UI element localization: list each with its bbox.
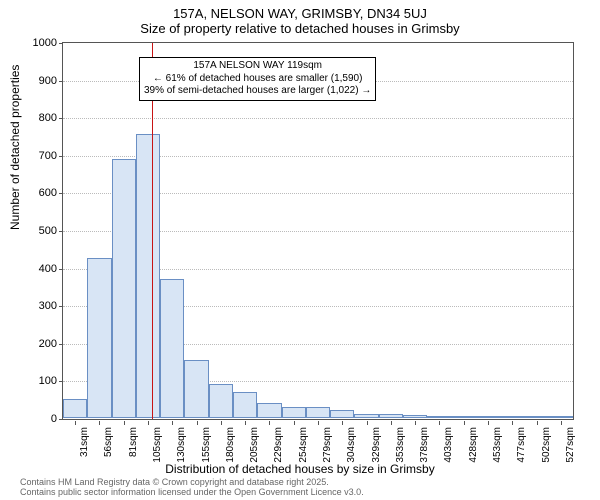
xtick-mark (269, 421, 270, 425)
title-line-1: 157A, NELSON WAY, GRIMSBY, DN34 5UJ (0, 0, 600, 21)
xtick-mark (537, 421, 538, 425)
xtick-label: 403sqm (443, 427, 454, 467)
ytick-mark (59, 381, 63, 382)
xtick-mark (75, 421, 76, 425)
histogram-bar (379, 414, 403, 418)
histogram-bar (184, 360, 208, 418)
xtick-label: 130sqm (176, 427, 187, 467)
xtick-mark (391, 421, 392, 425)
histogram-bar (500, 416, 524, 418)
footer-line-2: Contains public sector information licen… (20, 488, 364, 498)
xtick-label: 105sqm (152, 427, 163, 467)
xtick-label: 180sqm (225, 427, 236, 467)
histogram-bar (63, 399, 87, 418)
ytick-mark (59, 269, 63, 270)
histogram-bar (209, 384, 233, 418)
histogram-bar (282, 407, 306, 418)
ytick-label: 500 (17, 225, 57, 237)
y-axis-label: Number of detached properties (8, 65, 22, 230)
histogram-bar (354, 414, 378, 419)
xtick-mark (172, 421, 173, 425)
histogram-bar (306, 407, 330, 418)
annotation-line-3: 39% of semi-detached houses are larger (… (144, 85, 371, 98)
xtick-label: 229sqm (273, 427, 284, 467)
ytick-mark (59, 118, 63, 119)
grid-line (63, 118, 573, 119)
ytick-label: 0 (17, 413, 57, 425)
ytick-label: 1000 (17, 37, 57, 49)
xtick-mark (245, 421, 246, 425)
histogram-bar (330, 410, 354, 418)
ytick-mark (59, 419, 63, 420)
ytick-mark (59, 81, 63, 82)
histogram-bar (136, 134, 160, 418)
xtick-mark (488, 421, 489, 425)
xtick-label: 254sqm (298, 427, 309, 467)
annotation-line-2: ← 61% of detached houses are smaller (1,… (144, 73, 371, 86)
histogram-bar (233, 392, 257, 418)
ytick-mark (59, 344, 63, 345)
x-axis-label: Distribution of detached houses by size … (0, 462, 600, 476)
xtick-mark (148, 421, 149, 425)
ytick-label: 300 (17, 300, 57, 312)
xtick-mark (415, 421, 416, 425)
xtick-label: 353sqm (395, 427, 406, 467)
histogram-bar (403, 415, 427, 418)
annotation-box: 157A NELSON WAY 119sqm← 61% of detached … (139, 57, 376, 101)
xtick-mark (464, 421, 465, 425)
xtick-label: 56sqm (103, 427, 114, 467)
xtick-label: 304sqm (346, 427, 357, 467)
footer-attribution: Contains HM Land Registry data © Crown c… (20, 478, 364, 498)
ytick-mark (59, 193, 63, 194)
histogram-bar (112, 159, 136, 418)
xtick-label: 527sqm (565, 427, 576, 467)
xtick-label: 428sqm (468, 427, 479, 467)
histogram-bar (476, 416, 500, 418)
ytick-label: 800 (17, 112, 57, 124)
xtick-mark (512, 421, 513, 425)
plot-region: 0100200300400500600700800900100031sqm56s… (62, 42, 574, 420)
chart-area: 0100200300400500600700800900100031sqm56s… (62, 42, 574, 420)
ytick-mark (59, 156, 63, 157)
xtick-mark (342, 421, 343, 425)
ytick-label: 100 (17, 375, 57, 387)
histogram-bar (549, 416, 573, 418)
histogram-bar (257, 403, 281, 418)
xtick-mark (561, 421, 562, 425)
xtick-label: 502sqm (541, 427, 552, 467)
histogram-bar (427, 416, 451, 418)
xtick-label: 477sqm (516, 427, 527, 467)
chart-container: 157A, NELSON WAY, GRIMSBY, DN34 5UJ Size… (0, 0, 600, 500)
xtick-mark (124, 421, 125, 425)
xtick-mark (439, 421, 440, 425)
xtick-label: 329sqm (371, 427, 382, 467)
xtick-mark (367, 421, 368, 425)
histogram-bar (160, 279, 184, 418)
annotation-line-1: 157A NELSON WAY 119sqm (144, 60, 371, 73)
xtick-label: 155sqm (201, 427, 212, 467)
xtick-label: 453sqm (492, 427, 503, 467)
ytick-label: 600 (17, 187, 57, 199)
histogram-bar (452, 416, 476, 418)
xtick-label: 378sqm (419, 427, 430, 467)
ytick-mark (59, 306, 63, 307)
xtick-mark (318, 421, 319, 425)
ytick-label: 200 (17, 338, 57, 350)
ytick-mark (59, 43, 63, 44)
title-line-2: Size of property relative to detached ho… (0, 21, 600, 36)
xtick-label: 81sqm (128, 427, 139, 467)
xtick-mark (221, 421, 222, 425)
ytick-label: 900 (17, 75, 57, 87)
histogram-bar (87, 258, 111, 418)
histogram-bar (524, 416, 548, 418)
xtick-label: 279sqm (322, 427, 333, 467)
xtick-mark (294, 421, 295, 425)
ytick-mark (59, 231, 63, 232)
ytick-label: 400 (17, 263, 57, 275)
ytick-label: 700 (17, 150, 57, 162)
xtick-mark (99, 421, 100, 425)
xtick-label: 205sqm (249, 427, 260, 467)
xtick-mark (197, 421, 198, 425)
xtick-label: 31sqm (79, 427, 90, 467)
